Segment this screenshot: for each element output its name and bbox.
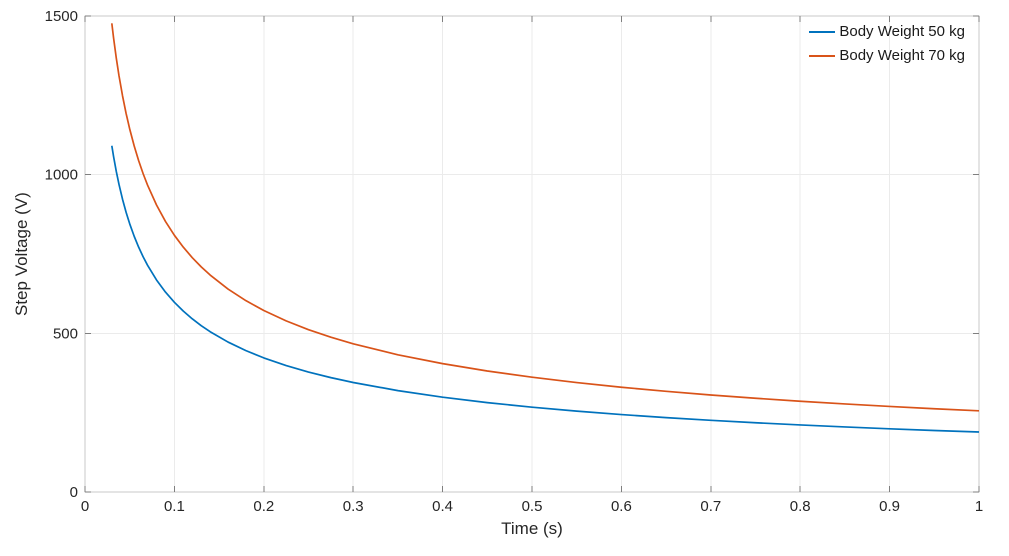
y-tick-labels: 0 500 1000 1500 bbox=[45, 8, 78, 501]
legend-line-swatch-70kg bbox=[809, 55, 836, 57]
x-tick-label: 0.4 bbox=[432, 498, 453, 515]
x-tick-label: 1 bbox=[975, 498, 983, 515]
x-tick-label: 0.2 bbox=[253, 498, 274, 515]
x-tick-label: 0.3 bbox=[343, 498, 364, 515]
y-axis-label: Step Voltage (V) bbox=[12, 192, 31, 316]
legend-item-70kg: Body Weight 70 kg bbox=[809, 45, 965, 67]
y-tick-label: 1500 bbox=[45, 8, 78, 25]
y-tick-label: 500 bbox=[53, 325, 78, 342]
x-tick-labels: 0 0.1 0.2 0.3 0.4 0.5 0.6 0.7 0.8 0.9 1 bbox=[81, 498, 983, 515]
legend-line-swatch-50kg bbox=[809, 31, 836, 33]
curve-body-weight-70kg bbox=[110, 23, 980, 412]
x-tick-label: 0 bbox=[81, 498, 89, 515]
x-tick-label: 0.1 bbox=[164, 498, 185, 515]
x-tick-label: 0.8 bbox=[790, 498, 811, 515]
y-tick-label: 0 bbox=[70, 484, 78, 501]
grid-lines bbox=[85, 16, 979, 492]
curve-body-weight-50kg bbox=[110, 145, 980, 433]
x-tick-label: 0.5 bbox=[522, 498, 543, 515]
legend-label-50kg: Body Weight 50 kg bbox=[839, 23, 965, 40]
x-tick-label: 0.6 bbox=[611, 498, 632, 515]
tick-marks bbox=[84, 15, 980, 493]
y-tick-label: 1000 bbox=[45, 167, 78, 184]
legend: Body Weight 50 kg Body Weight 70 kg bbox=[809, 21, 965, 67]
legend-item-50kg: Body Weight 50 kg bbox=[809, 21, 965, 43]
legend-label-70kg: Body Weight 70 kg bbox=[839, 47, 965, 64]
x-tick-label: 0.9 bbox=[879, 498, 900, 515]
x-axis-label: Time (s) bbox=[501, 519, 563, 538]
x-tick-label: 0.7 bbox=[700, 498, 721, 515]
